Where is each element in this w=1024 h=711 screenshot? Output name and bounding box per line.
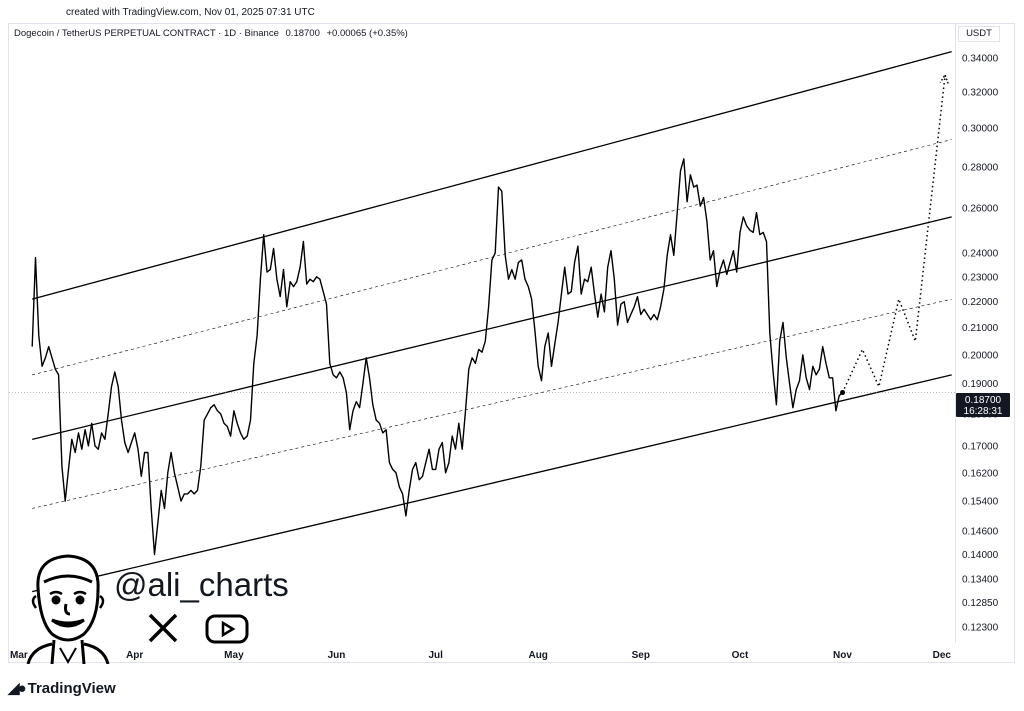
projection-arrowhead xyxy=(939,73,949,84)
avatar-illustration xyxy=(26,554,110,664)
y-tick-label: 0.16200 xyxy=(962,468,999,479)
y-tick-label: 0.17000 xyxy=(962,441,999,452)
y-tick-label: 0.13400 xyxy=(962,574,999,585)
x-tick-label: Oct xyxy=(732,650,749,661)
y-tick-label: 0.12850 xyxy=(962,598,999,609)
x-tick-label: Nov xyxy=(833,650,852,661)
projection-path xyxy=(841,73,949,393)
y-tick-label: 0.14000 xyxy=(962,550,999,561)
y-tick-label: 0.15400 xyxy=(962,497,999,508)
y-tick-label: 0.30000 xyxy=(962,124,999,135)
y-tick-label: 0.26000 xyxy=(962,204,999,215)
price-change: +0.00065 (+0.35%) xyxy=(326,28,408,39)
x-tick-label: Apr xyxy=(126,650,143,661)
y-tick-label: 0.23000 xyxy=(962,272,999,283)
y-tick-label: 0.22000 xyxy=(962,297,999,308)
x-tick-label: Jun xyxy=(328,650,346,661)
channel-middle-line xyxy=(32,216,952,440)
x-tick-label: Sep xyxy=(632,650,650,661)
youtube-play-icon[interactable] xyxy=(205,614,249,644)
channel-lower-quarter-line xyxy=(32,298,952,509)
price-badge: 0.18700 16:28:31 xyxy=(956,393,1010,417)
price-axis-divider xyxy=(955,23,956,643)
x-tick-label: May xyxy=(224,650,244,661)
tradingview-logo-text: TradingView xyxy=(27,679,116,697)
y-tick-label: 0.21000 xyxy=(962,323,999,334)
symbol-title[interactable]: Dogecoin / TetherUS PERPETUAL CONTRACT ·… xyxy=(14,28,279,39)
symbol-legend: Dogecoin / TetherUS PERPETUAL CONTRACT ·… xyxy=(14,28,408,39)
y-tick-label: 0.24000 xyxy=(962,249,999,260)
channel-lower-line xyxy=(32,374,952,593)
price-badge-countdown: 16:28:31 xyxy=(964,406,1003,417)
created-timestamp: created with TradingView.com, Nov 01, 20… xyxy=(66,7,315,18)
x-axis-labels: Mar Apr May Jun Jul Aug Sep Oct Nov Dec xyxy=(10,650,951,661)
y-tick-label: 0.34000 xyxy=(962,54,999,65)
channel-lines xyxy=(9,51,955,593)
y-tick-label: 0.28000 xyxy=(962,162,999,173)
tradingview-mark-icon: ◢● xyxy=(8,680,27,697)
chart-frame xyxy=(8,23,1015,663)
last-price: 0.18700 xyxy=(285,28,320,39)
y-tick-label: 0.20000 xyxy=(962,351,999,362)
currency-button[interactable]: USDT xyxy=(958,26,1000,42)
price-badge-value: 0.18700 xyxy=(965,395,1002,406)
watermark-handle: @ali_charts xyxy=(114,566,289,603)
y-tick-label: 0.14600 xyxy=(962,527,999,538)
x-tick-label: Dec xyxy=(933,650,952,661)
y-tick-label: 0.19000 xyxy=(962,379,999,390)
tradingview-logo[interactable]: ◢● TradingView xyxy=(8,679,116,698)
x-logo-icon[interactable] xyxy=(146,612,180,644)
projection-line xyxy=(841,74,946,393)
channel-upper-line xyxy=(31,51,952,300)
x-tick-label: Aug xyxy=(528,650,547,661)
y-axis-labels: 0.34000 0.32000 0.30000 0.28000 0.26000 0.240… xyxy=(962,54,999,634)
y-tick-label: 0.12300 xyxy=(962,622,999,633)
x-tick-label: Jul xyxy=(428,650,443,661)
y-tick-label: 0.32000 xyxy=(962,88,999,99)
price-line xyxy=(31,158,843,556)
x-tick-label: Mar xyxy=(10,650,28,661)
channel-upper-quarter-line xyxy=(32,139,952,376)
